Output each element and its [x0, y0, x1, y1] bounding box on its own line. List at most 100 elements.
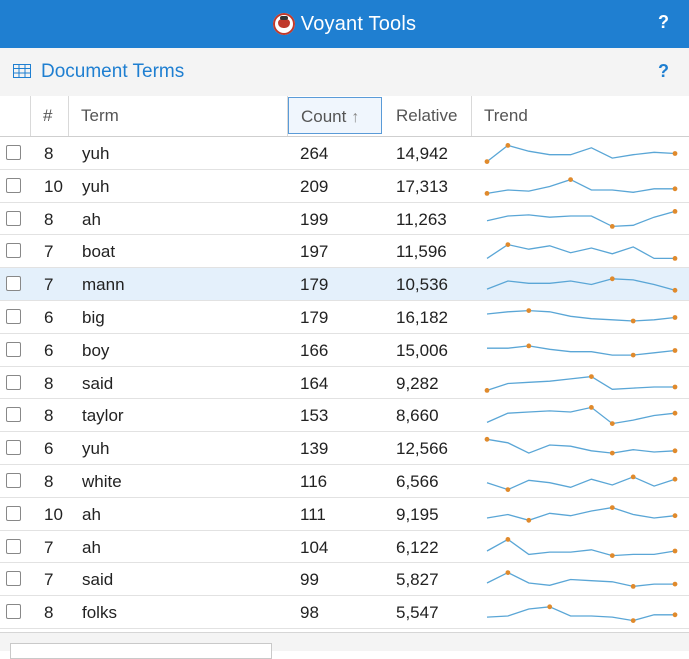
trend-line — [486, 572, 675, 588]
row-term: white — [82, 471, 122, 491]
column-header-term[interactable]: Term — [69, 96, 288, 136]
column-header-select[interactable] — [0, 96, 31, 136]
app-brand[interactable]: Voyant Tools — [0, 0, 689, 48]
table-row[interactable]: 8 taylor 153 8,660 — [0, 399, 689, 433]
search-input[interactable] — [10, 643, 272, 659]
trend-line — [486, 407, 676, 425]
trend-line — [486, 144, 676, 163]
row-relative: 14,942 — [396, 144, 448, 163]
app-title: Voyant Tools — [300, 12, 417, 35]
table-row[interactable]: 6 yuh 139 12,566 — [0, 432, 689, 465]
row-term: taylor — [82, 406, 124, 426]
trend-line — [486, 244, 675, 260]
trend-point — [526, 308, 532, 313]
trend-point — [484, 437, 490, 442]
trend-sparkline — [486, 308, 678, 324]
trend-line — [486, 178, 675, 194]
trend-point — [630, 352, 636, 358]
row-checkbox[interactable] — [6, 604, 21, 620]
row-checkbox[interactable] — [6, 210, 21, 226]
row-checkbox[interactable] — [6, 374, 21, 390]
app-help-icon[interactable]: ? — [658, 12, 669, 32]
panel-help-icon[interactable]: ? — [658, 61, 669, 81]
table-grid-icon — [13, 64, 31, 78]
trend-point — [609, 450, 615, 456]
trend-sparkline — [484, 176, 678, 196]
table-row[interactable]: 10 ah 111 9,195 — [0, 498, 689, 531]
row-relative: 10,536 — [396, 275, 448, 295]
trend-point — [505, 536, 511, 542]
trend-point — [672, 384, 678, 389]
trend-point — [484, 387, 490, 393]
trend-sparkline — [484, 143, 678, 164]
trend-point — [505, 487, 511, 492]
row-checkbox[interactable] — [6, 341, 21, 357]
row-checkbox[interactable] — [6, 505, 21, 521]
trend-line — [486, 506, 676, 521]
row-num: 8 — [44, 373, 54, 393]
row-count: 111 — [300, 504, 326, 524]
trend-point — [672, 347, 678, 353]
column-header-num[interactable]: # — [31, 96, 69, 136]
trend-point — [672, 288, 678, 293]
table-row[interactable]: 6 boy 166 15,006 — [0, 334, 689, 367]
table-row[interactable]: 8 folks 98 5,547 — [0, 596, 689, 629]
trend-point — [589, 373, 594, 379]
table-row[interactable]: 8 white 116 6,566 — [0, 465, 689, 498]
trend-point — [672, 582, 678, 587]
row-count: 99 — [300, 570, 319, 590]
table-row[interactable]: 8 said 164 9,282 — [0, 367, 689, 400]
row-relative: 6,122 — [396, 537, 439, 557]
row-term: folks — [82, 603, 117, 623]
row-num: 8 — [44, 603, 54, 623]
column-header-relative[interactable]: Relative — [384, 96, 472, 136]
row-relative: 11,596 — [396, 242, 447, 262]
trend-point — [630, 584, 636, 590]
row-relative: 9,282 — [396, 373, 439, 393]
row-checkbox[interactable] — [6, 308, 21, 324]
table-row[interactable]: 8 ah 199 11,263 — [0, 203, 689, 236]
row-num: 8 — [44, 471, 54, 491]
row-count: 104 — [300, 537, 329, 557]
trend-point — [526, 343, 532, 349]
row-count: 179 — [300, 275, 329, 295]
row-relative: 16,182 — [396, 307, 448, 327]
row-checkbox[interactable] — [6, 407, 21, 423]
row-checkbox[interactable] — [6, 571, 21, 587]
row-term: said — [82, 570, 114, 590]
row-checkbox[interactable] — [6, 145, 21, 160]
row-term: mann — [82, 275, 125, 295]
row-checkbox[interactable] — [6, 472, 21, 488]
table-row[interactable]: 6 big 179 16,182 — [0, 301, 689, 334]
row-relative: 17,313 — [396, 176, 448, 196]
table-row[interactable]: 8 yuh 264 14,942 — [0, 137, 689, 170]
trend-point — [672, 186, 678, 191]
row-checkbox[interactable] — [6, 440, 21, 456]
row-checkbox[interactable] — [6, 276, 21, 292]
row-count: 199 — [300, 209, 329, 229]
trend-line — [486, 476, 676, 491]
table-row[interactable]: 7 mann 179 10,536 — [0, 268, 689, 301]
row-count: 139 — [300, 439, 329, 459]
row-checkbox[interactable] — [6, 538, 21, 554]
table-row[interactable]: 7 boat 197 11,596 — [0, 235, 689, 269]
row-relative: 6,566 — [396, 471, 439, 491]
trend-point — [505, 242, 511, 248]
trend-point — [484, 159, 490, 164]
row-num: 10 — [44, 176, 63, 196]
trend-point — [672, 476, 678, 482]
column-header-count[interactable]: Count ↑ — [288, 97, 382, 134]
row-checkbox[interactable] — [6, 177, 21, 193]
row-count: 179 — [300, 307, 329, 327]
table-row[interactable]: 7 ah 104 6,122 — [0, 531, 689, 564]
column-header-trend[interactable]: Trend — [484, 106, 528, 125]
row-num: 8 — [44, 209, 54, 229]
table-row[interactable]: 10 yuh 209 17,313 — [0, 170, 689, 203]
trend-point — [568, 176, 573, 182]
trend-sparkline — [486, 570, 678, 590]
table-row[interactable]: 7 said 99 5,827 — [0, 563, 689, 597]
row-checkbox[interactable] — [6, 243, 21, 259]
trend-point — [609, 552, 615, 558]
row-term: ah — [82, 209, 101, 229]
trend-point — [484, 190, 490, 196]
